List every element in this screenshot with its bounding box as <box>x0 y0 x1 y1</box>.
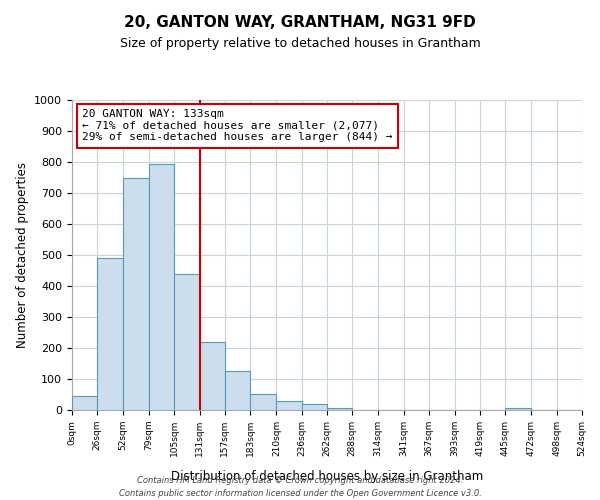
Bar <box>327 408 352 410</box>
Text: Contains HM Land Registry data © Crown copyright and database right 2024.
Contai: Contains HM Land Registry data © Crown c… <box>119 476 481 498</box>
X-axis label: Distribution of detached houses by size in Grantham: Distribution of detached houses by size … <box>171 470 483 483</box>
Bar <box>72 396 97 410</box>
Bar <box>122 178 149 410</box>
Bar <box>250 394 277 410</box>
Bar <box>149 164 174 410</box>
Bar <box>97 258 122 410</box>
Bar <box>277 400 302 410</box>
Bar <box>302 404 327 410</box>
Text: 20 GANTON WAY: 133sqm
← 71% of detached houses are smaller (2,077)
29% of semi-d: 20 GANTON WAY: 133sqm ← 71% of detached … <box>82 110 392 142</box>
Bar <box>225 371 250 410</box>
Bar <box>505 408 532 410</box>
Y-axis label: Number of detached properties: Number of detached properties <box>16 162 29 348</box>
Text: 20, GANTON WAY, GRANTHAM, NG31 9FD: 20, GANTON WAY, GRANTHAM, NG31 9FD <box>124 15 476 30</box>
Bar <box>174 274 200 410</box>
Text: Size of property relative to detached houses in Grantham: Size of property relative to detached ho… <box>119 38 481 51</box>
Bar <box>199 342 225 410</box>
